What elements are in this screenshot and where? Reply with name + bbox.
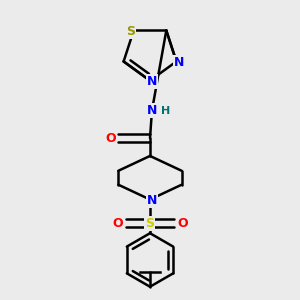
Text: N: N (147, 194, 157, 207)
Text: N: N (147, 75, 157, 88)
Text: O: O (105, 132, 116, 145)
Text: H: H (161, 106, 170, 116)
Text: S: S (146, 217, 154, 230)
Text: O: O (112, 217, 123, 230)
Text: N: N (174, 56, 184, 69)
Text: S: S (126, 25, 135, 38)
Text: N: N (147, 104, 157, 117)
Text: O: O (177, 217, 188, 230)
